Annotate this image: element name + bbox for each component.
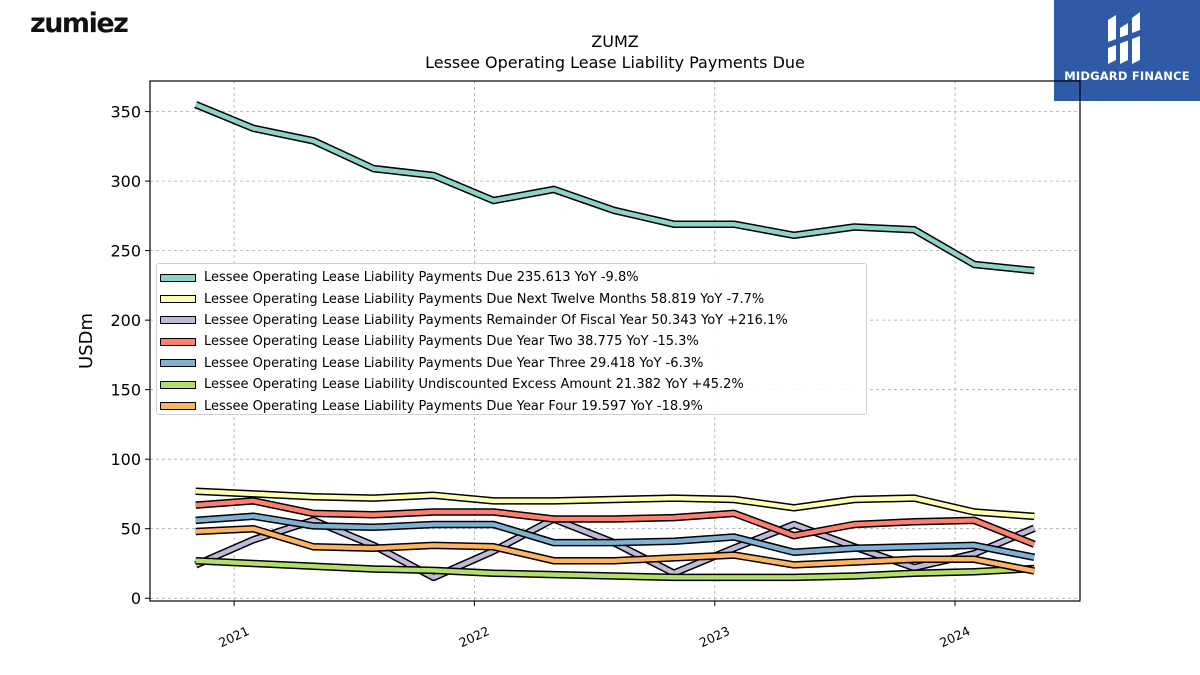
legend-swatch	[160, 316, 196, 325]
legend-item: Lessee Operating Lease Liability Payment…	[157, 331, 866, 352]
chart-subtitle: Lessee Operating Lease Liability Payment…	[425, 53, 805, 72]
y-tick-label: 50	[121, 520, 141, 539]
series-line	[195, 558, 1035, 580]
y-axis: 0 50 100 150 200 250 300 350	[110, 103, 150, 608]
legend-swatch	[160, 380, 196, 389]
legend-label: Lessee Operating Lease Liability Payment…	[204, 312, 788, 328]
legend-item: Lessee Operating Lease Liability Payment…	[157, 310, 866, 331]
chart-legend: Lessee Operating Lease Liability Payment…	[156, 263, 867, 415]
series-line	[195, 526, 1035, 574]
legend-label: Lessee Operating Lease Liability Payment…	[204, 398, 703, 414]
y-tick-label: 350	[110, 103, 141, 122]
legend-swatch	[160, 359, 196, 368]
series-lines	[194, 101, 1036, 582]
legend-label: Lessee Operating Lease Liability Payment…	[204, 355, 704, 371]
x-tick-label: 2024	[937, 623, 972, 650]
y-axis-label: USDm	[76, 313, 97, 369]
badge-text: MIDGARD FINANCE	[1064, 69, 1190, 83]
legend-item: Lessee Operating Lease Liability Payment…	[157, 395, 866, 416]
midgard-finance-badge: MIDGARD FINANCE	[1054, 0, 1200, 101]
chart-title: ZUMZ	[591, 32, 638, 51]
legend-item: Lessee Operating Lease Liability Payment…	[157, 288, 866, 309]
y-tick-label: 200	[110, 311, 141, 330]
legend-label: Lessee Operating Lease Liability Payment…	[204, 270, 639, 286]
series-line	[195, 498, 1036, 547]
legend-label: Lessee Operating Lease Liability Undisco…	[204, 377, 744, 393]
legend-item: Lessee Operating Lease Liability Payment…	[157, 353, 866, 374]
legend-item: Lessee Operating Lease Liability Undisco…	[157, 374, 866, 395]
series-line	[195, 488, 1035, 519]
legend-label: Lessee Operating Lease Liability Payment…	[204, 291, 765, 307]
midgard-logo-icon	[1108, 12, 1140, 64]
legend-label: Lessee Operating Lease Liability Payment…	[204, 334, 699, 350]
zumiez-logo: zumiez	[30, 8, 129, 39]
x-tick-label: 2022	[457, 623, 492, 650]
legend-swatch	[160, 273, 196, 282]
plot-frame	[149, 80, 1081, 602]
y-tick-label: 100	[110, 450, 141, 469]
x-axis: 2021 2022 2023 2024	[216, 601, 972, 650]
x-tick-label: 2023	[697, 623, 732, 650]
legend-item: Lessee Operating Lease Liability Payment…	[157, 267, 866, 288]
x-tick-label: 2021	[216, 623, 251, 650]
legend-swatch	[160, 337, 196, 346]
legend-swatch	[160, 402, 196, 411]
y-tick-label: 150	[110, 381, 141, 400]
legend-swatch	[160, 295, 196, 304]
y-tick-label: 0	[131, 589, 141, 608]
y-tick-label: 250	[110, 242, 141, 261]
y-tick-label: 300	[110, 172, 141, 191]
series-line	[195, 513, 1035, 560]
series-outline	[194, 101, 1035, 275]
series-line	[194, 102, 1035, 273]
